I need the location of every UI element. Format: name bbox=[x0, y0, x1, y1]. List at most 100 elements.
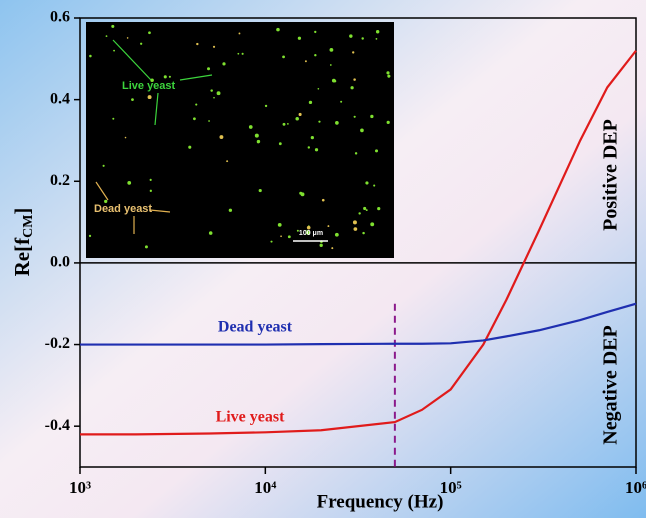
cell-dot bbox=[196, 42, 199, 46]
annotation: Positive DEP bbox=[600, 119, 622, 231]
cell-dot bbox=[386, 71, 390, 75]
cell-dot bbox=[238, 32, 241, 35]
arrow bbox=[179, 74, 213, 81]
cell-dot bbox=[362, 231, 365, 235]
cell-dot bbox=[264, 104, 268, 108]
cell-dot bbox=[353, 227, 358, 231]
cell-dot bbox=[319, 243, 323, 247]
cell-dot bbox=[354, 152, 358, 155]
cell-dot bbox=[375, 149, 379, 153]
arrow bbox=[112, 39, 152, 81]
cell-dot bbox=[111, 24, 115, 28]
series-label: Live yeast bbox=[216, 409, 286, 426]
cell-dot bbox=[237, 52, 240, 55]
cell-dot bbox=[331, 247, 334, 250]
cell-dot bbox=[353, 115, 356, 118]
cell-dot bbox=[126, 37, 129, 39]
y-tick-label: 0.4 bbox=[50, 90, 70, 107]
cell-dot bbox=[213, 96, 215, 99]
series-line bbox=[80, 49, 637, 436]
cell-dot bbox=[219, 135, 224, 139]
cell-dot bbox=[353, 78, 356, 81]
y-label-part: Re[f bbox=[10, 237, 34, 276]
cell-dot bbox=[280, 235, 282, 238]
y-tick-label: 0.2 bbox=[50, 172, 70, 189]
cell-dot bbox=[241, 52, 244, 55]
series-label: Dead yeast bbox=[218, 319, 293, 336]
cell-dot bbox=[277, 222, 282, 227]
cell-dot bbox=[308, 100, 313, 105]
y-axis-label: Re[fCM] bbox=[10, 208, 36, 277]
cell-dot bbox=[270, 240, 273, 243]
inset-label: Dead yeast bbox=[94, 203, 152, 215]
cell-dot bbox=[140, 42, 143, 45]
cell-dot bbox=[331, 78, 336, 83]
cell-dot bbox=[104, 199, 108, 204]
cell-dot bbox=[105, 35, 108, 38]
cell-dot bbox=[124, 136, 127, 139]
cell-dot bbox=[370, 114, 374, 119]
cell-dot bbox=[113, 49, 115, 52]
cell-dot bbox=[307, 146, 311, 149]
cell-dot bbox=[314, 148, 319, 152]
cell-dot bbox=[340, 100, 343, 103]
cell-dot bbox=[112, 117, 115, 120]
cell-dot bbox=[363, 206, 367, 211]
cell-dot bbox=[365, 209, 368, 212]
annotation: Negative DEP bbox=[600, 325, 622, 444]
cell-dot bbox=[299, 191, 303, 195]
cell-dot bbox=[286, 122, 289, 125]
cell-dot bbox=[210, 89, 213, 92]
cell-dot bbox=[370, 222, 375, 227]
cell-dot bbox=[89, 54, 92, 58]
cell-dot bbox=[131, 98, 134, 102]
cell-dot bbox=[387, 74, 391, 78]
cell-dot bbox=[321, 198, 325, 202]
y-label-part: CM bbox=[21, 215, 36, 238]
arrow bbox=[154, 92, 159, 126]
cell-dot bbox=[228, 208, 233, 212]
cell-dot bbox=[373, 184, 376, 187]
cell-dot bbox=[258, 188, 262, 193]
cell-dot bbox=[335, 121, 339, 125]
cell-dot bbox=[254, 133, 259, 138]
inset-image: Live yeast Dead yeast 100 μm bbox=[86, 22, 394, 258]
y-tick-label: -0.2 bbox=[45, 335, 70, 352]
cell-dot bbox=[193, 117, 196, 121]
cell-dot bbox=[375, 37, 378, 40]
y-label-part: ] bbox=[10, 208, 34, 215]
inset-frame bbox=[86, 22, 394, 258]
cell-dot bbox=[334, 232, 339, 237]
cell-dot bbox=[147, 95, 152, 100]
cell-dot bbox=[102, 164, 105, 167]
plot-frame bbox=[79, 17, 637, 468]
cell-dot bbox=[298, 112, 302, 117]
cell-dot bbox=[148, 31, 151, 35]
cell-dot bbox=[304, 60, 307, 63]
y-tick-label: -0.4 bbox=[45, 417, 70, 434]
series-line bbox=[80, 302, 637, 346]
cell-dot bbox=[386, 120, 390, 124]
cell-dot bbox=[317, 87, 320, 90]
arrow bbox=[149, 209, 171, 213]
arrow bbox=[95, 181, 109, 201]
cell-dot bbox=[352, 51, 355, 54]
cell-dot bbox=[295, 116, 299, 121]
cell-dot bbox=[306, 229, 309, 232]
x-tick-label: 10⁴ bbox=[254, 478, 276, 497]
cell-dot bbox=[149, 178, 152, 181]
cell-dot bbox=[329, 47, 334, 52]
cell-dot bbox=[163, 75, 167, 79]
x-axis-label: Frequency (Hz) bbox=[317, 491, 444, 512]
cell-dot bbox=[282, 55, 285, 59]
y-tick-label: 0.0 bbox=[50, 254, 70, 271]
cell-dot bbox=[195, 103, 198, 106]
cell-dot bbox=[276, 27, 280, 32]
cell-dot bbox=[287, 235, 291, 239]
cell-dot bbox=[310, 135, 314, 140]
cell-dot bbox=[188, 145, 192, 149]
x-tick-label: 10⁵ bbox=[440, 478, 462, 497]
cell-dot bbox=[88, 234, 92, 238]
cell-dot bbox=[208, 231, 213, 235]
